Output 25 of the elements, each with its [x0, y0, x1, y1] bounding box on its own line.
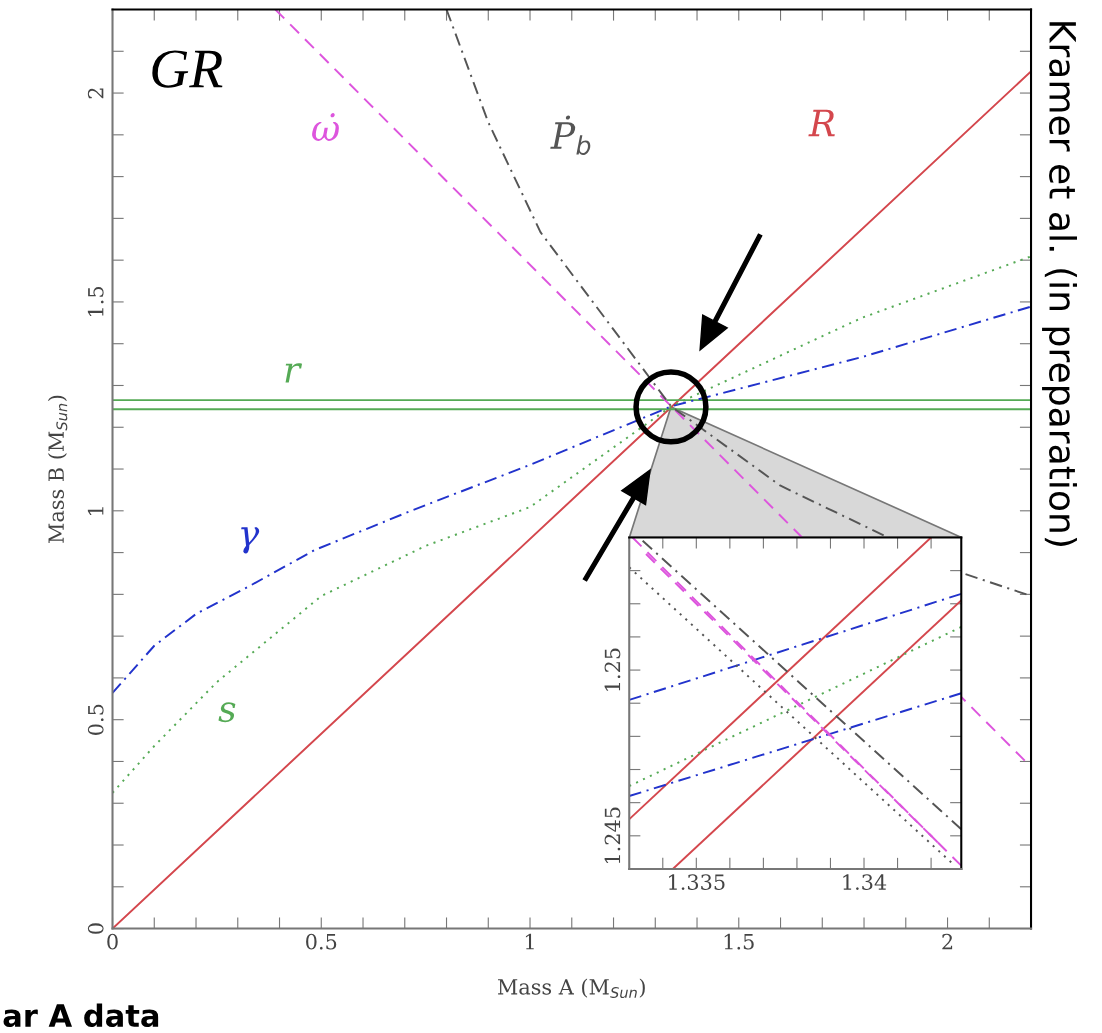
- x-tick-label: 0: [107, 933, 118, 950]
- annotation: γ: [241, 527, 260, 554]
- text: ar A data: [3, 1003, 159, 1028]
- text: Kramer et al. (in preparation): [1042, 22, 1077, 546]
- x-axis-title: Mass A (M$_{Sun}$): [498, 978, 645, 999]
- x-tick-label: 0.5: [306, 933, 337, 950]
- x-tick-label: 1.34: [843, 874, 887, 890]
- y-tick-label: 1.245: [604, 807, 621, 864]
- annotation: GR: [152, 50, 223, 88]
- y-tick-label: 2: [87, 88, 104, 99]
- y-axis-title: Mass B (M$_{Sun}$): [47, 395, 68, 543]
- x-tick-label: 1.5: [724, 933, 754, 950]
- annotation: r: [285, 363, 303, 383]
- annotation: Ṗ$_{b}$: [550, 115, 591, 155]
- x-tick-label: 1.335: [669, 874, 725, 890]
- annotation: s: [218, 702, 236, 723]
- annotation: R: [808, 109, 835, 137]
- y-tick-label: 0: [87, 923, 104, 934]
- y-tick-label: 0.5: [87, 704, 104, 735]
- x-tick-label: 1: [525, 933, 534, 950]
- x-tick-label: 2: [942, 933, 953, 950]
- y-tick-label: 1.5: [87, 286, 104, 316]
- y-tick-label: 1: [87, 507, 104, 515]
- annotation: ω̇: [312, 113, 339, 141]
- y-tick-label: 1.25: [604, 648, 621, 691]
